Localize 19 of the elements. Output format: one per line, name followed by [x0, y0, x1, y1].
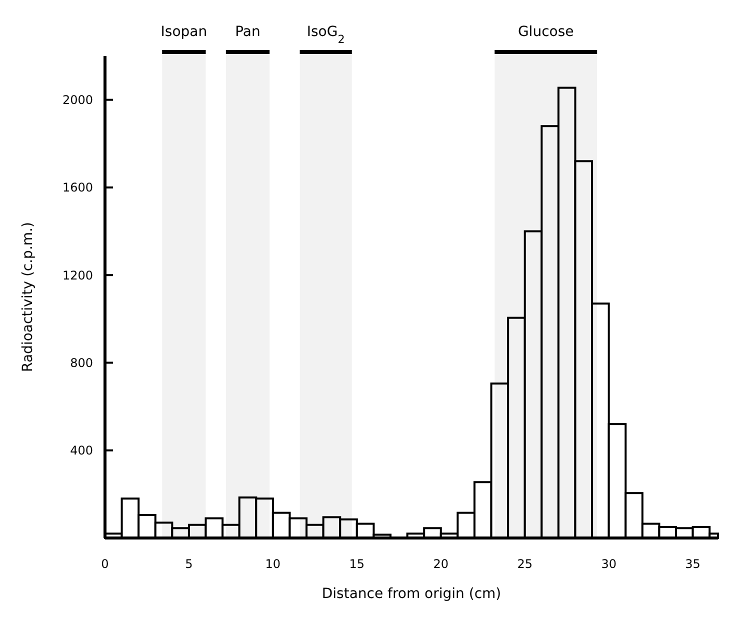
x-tick-label: 20 — [433, 557, 449, 571]
x-tick-label: 25 — [517, 557, 533, 571]
x-tick-label: 15 — [349, 557, 365, 571]
band-label: Pan — [235, 24, 260, 40]
x-tick-label: 30 — [601, 557, 616, 571]
x-tick-label: 5 — [185, 557, 193, 571]
x-tick-label: 10 — [265, 557, 281, 571]
x-axis-title: Distance from origin (cm) — [322, 586, 502, 602]
y-tick-label: 1200 — [62, 268, 93, 282]
y-tick-label: 1600 — [62, 180, 93, 195]
band-label: IsoG$_{2}$ — [306, 24, 345, 46]
band-label: Glucose — [518, 24, 574, 40]
x-tick-label: 0 — [101, 557, 109, 571]
x-tick-label: 35 — [685, 557, 700, 571]
y-axis-title: Radioactivity (c.p.m.) — [20, 222, 36, 372]
y-tick-label: 2000 — [62, 93, 93, 108]
y-tick-label: 400 — [70, 444, 93, 458]
band-label: Isopan — [160, 24, 208, 40]
y-tick-label: 800 — [70, 356, 93, 370]
